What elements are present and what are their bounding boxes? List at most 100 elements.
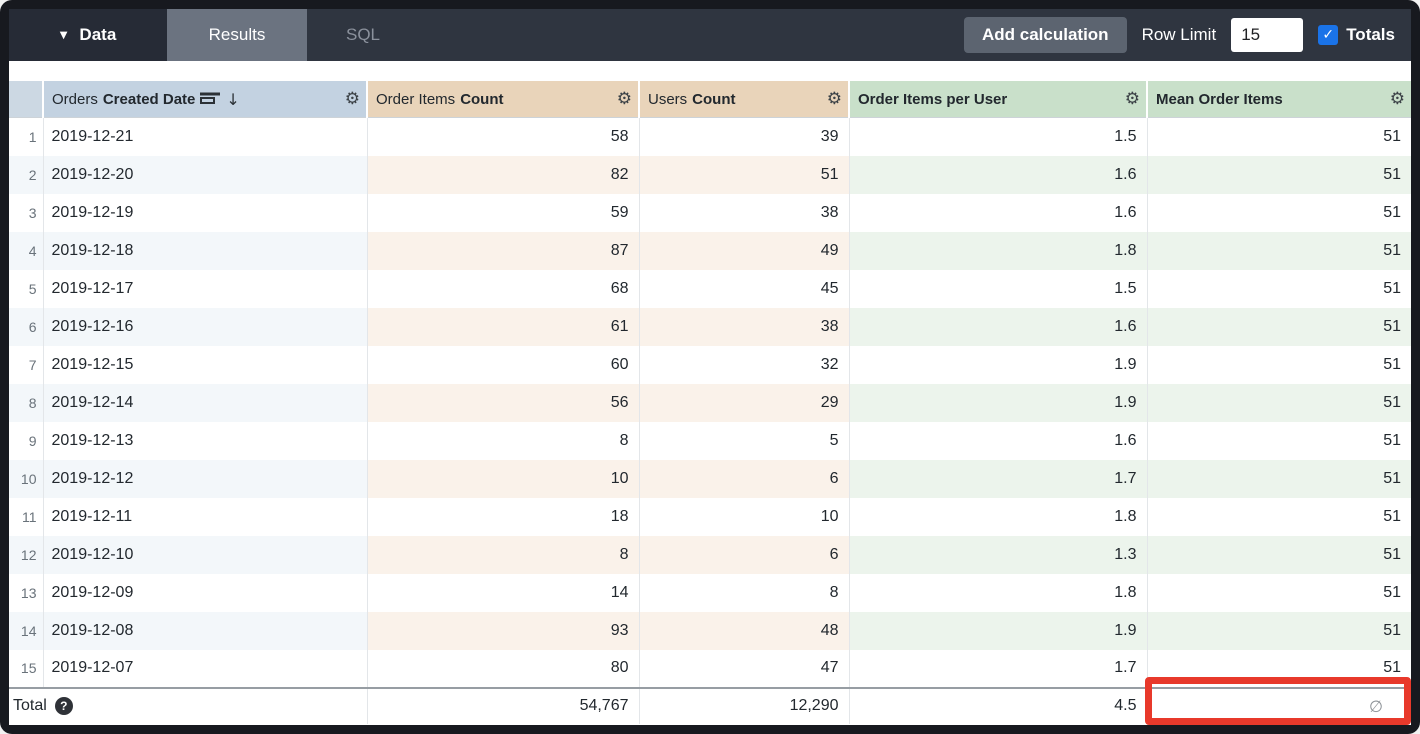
cell-mean-order-items[interactable]: 51 [1383, 659, 1401, 676]
cell-date[interactable]: 2019-12-09 [43, 573, 368, 612]
cell-mean-order-items[interactable]: 51 [1383, 431, 1401, 449]
cell-order-items-per-user[interactable]: 1.8 [849, 573, 1148, 612]
table-row: 7 2019-12-15 60 32 1.9 51 [9, 345, 1411, 384]
column-header-mean-order-items[interactable]: Mean Order Items ⚙ [1147, 81, 1411, 118]
cell-mean-order-items[interactable]: 51 [1147, 155, 1411, 194]
gear-icon[interactable]: ⚙ [616, 88, 632, 109]
cell-date[interactable]: 2019-12-17 [43, 269, 368, 308]
cell-order-items-per-user[interactable]: 1.8 [849, 497, 1148, 536]
cell-order-items-per-user[interactable]: 1.9 [849, 383, 1148, 422]
table-row: 6 2019-12-16 61 38 1.6 51 [9, 307, 1411, 346]
cell-order-items-per-user[interactable]: 1.6 [849, 307, 1148, 346]
cell-date[interactable]: 2019-12-16 [43, 307, 368, 346]
cell-order-items-count[interactable]: 18 [367, 497, 640, 536]
cell-users-count[interactable]: 6 [639, 459, 850, 498]
cell-order-items-count[interactable]: 14 [367, 573, 640, 612]
cell-date[interactable]: 2019-12-15 [43, 345, 368, 384]
cell-date[interactable]: 2019-12-20 [43, 155, 368, 194]
row-limit-input[interactable] [1231, 18, 1304, 52]
cell-mean-order-items[interactable]: 51 [1383, 355, 1401, 373]
cell-users-count[interactable]: 51 [639, 155, 850, 194]
cell-users-count[interactable]: 49 [639, 231, 850, 270]
cell-order-items-per-user[interactable]: 1.6 [849, 421, 1148, 460]
cell-order-items-per-user[interactable]: 1.5 [849, 269, 1148, 308]
cell-order-items-per-user[interactable]: 1.9 [849, 345, 1148, 384]
cell-mean-order-items[interactable]: 51 [1383, 507, 1401, 525]
cell-order-items-count[interactable]: 68 [367, 269, 640, 308]
column-header-order-items-count[interactable]: Order Items Count ⚙ [367, 81, 640, 118]
totals-checkbox[interactable]: ✓ [1318, 25, 1339, 45]
gear-icon[interactable]: ⚙ [1124, 88, 1140, 109]
gear-icon[interactable]: ⚙ [344, 88, 360, 109]
help-icon[interactable]: ? [54, 697, 73, 715]
cell-users-count[interactable]: 45 [639, 269, 850, 308]
cell-users-count[interactable]: 29 [639, 383, 850, 422]
cell-order-items-per-user[interactable]: 1.3 [849, 535, 1148, 574]
cell-users-count[interactable]: 10 [639, 497, 850, 536]
cell-date[interactable]: 2019-12-10 [43, 535, 368, 574]
cell-mean-order-items[interactable]: 51 [1383, 279, 1401, 297]
cell-users-count[interactable]: 32 [639, 345, 850, 384]
cell-order-items-per-user[interactable]: 1.7 [849, 459, 1148, 498]
table-row: 15 2019-12-07 80 47 1.7 51 [9, 649, 1411, 688]
cell-date[interactable]: 2019-12-18 [43, 231, 368, 270]
cell-order-items-count[interactable]: 60 [367, 345, 640, 384]
cell-mean-order-items[interactable]: 51 [1383, 203, 1401, 221]
cell-date[interactable]: 2019-12-07 [43, 649, 368, 688]
add-calculation-button[interactable]: Add calculation [963, 17, 1127, 53]
cell-order-items-per-user[interactable]: 1.9 [849, 611, 1148, 650]
data-section-toggle[interactable]: ▼ Data [9, 9, 167, 61]
cell-order-items-count[interactable]: 82 [367, 155, 640, 194]
row-number: 9 [9, 421, 44, 460]
tab-sql[interactable]: SQL [307, 9, 419, 61]
cell-order-items-per-user[interactable]: 1.6 [849, 193, 1148, 232]
cell-users-count[interactable]: 38 [639, 307, 850, 346]
cell-order-items-count[interactable]: 59 [367, 193, 640, 232]
cell-mean-order-items[interactable]: 51 [1383, 583, 1401, 601]
cell-order-items-count[interactable]: 61 [367, 307, 640, 346]
cell-order-items-count[interactable]: 58 [367, 117, 640, 156]
column-header-users-count[interactable]: Users Count ⚙ [639, 81, 850, 118]
cell-order-items-per-user[interactable]: 1.7 [849, 649, 1148, 688]
cell-order-items-count[interactable]: 80 [367, 649, 640, 688]
cell-date[interactable]: 2019-12-19 [43, 193, 368, 232]
column-header-order-items-per-user[interactable]: Order Items per User ⚙ [849, 81, 1148, 118]
cell-order-items-count[interactable]: 93 [367, 611, 640, 650]
cell-order-items-count[interactable]: 8 [367, 421, 640, 460]
cell-order-items-per-user[interactable]: 1.5 [849, 117, 1148, 156]
cell-order-items-per-user[interactable]: 1.6 [849, 155, 1148, 194]
gear-icon[interactable]: ⚙ [1389, 88, 1405, 109]
cell-users-count[interactable]: 6 [639, 535, 850, 574]
cell-date[interactable]: 2019-12-14 [43, 383, 368, 422]
cell-mean-order-items[interactable]: 51 [1147, 611, 1411, 650]
cell-date[interactable]: 2019-12-11 [43, 497, 368, 536]
cell-order-items-per-user[interactable]: 1.8 [849, 231, 1148, 270]
cell-date[interactable]: 2019-12-13 [43, 421, 368, 460]
cell-mean-order-items[interactable]: 51 [1147, 383, 1411, 422]
tab-results[interactable]: Results [167, 9, 307, 61]
cell-mean-order-items[interactable]: 51 [1147, 535, 1411, 574]
cell-users-count[interactable]: 8 [639, 573, 850, 612]
cell-order-items-count[interactable]: 87 [367, 231, 640, 270]
cell-date[interactable]: 2019-12-21 [43, 117, 368, 156]
gear-icon[interactable]: ⚙ [826, 88, 842, 109]
cell-date[interactable]: 2019-12-12 [43, 459, 368, 498]
cell-date[interactable]: 2019-12-08 [43, 611, 368, 650]
table-body: 1 2019-12-21 58 39 1.5 51 2 2019-12-20 82 51 1.6 51… [9, 117, 1411, 688]
cell-order-items-count[interactable]: 8 [367, 535, 640, 574]
cell-order-items-count[interactable]: 56 [367, 383, 640, 422]
cell-users-count[interactable]: 47 [639, 649, 850, 688]
cell-users-count[interactable]: 48 [639, 611, 850, 650]
cell-mean-order-items[interactable]: 51 [1147, 459, 1411, 498]
total-users-count: 12,290 [639, 686, 850, 724]
cell-users-count[interactable]: 39 [639, 117, 850, 156]
cell-mean-order-items[interactable]: 51 [1147, 307, 1411, 346]
cell-order-items-count[interactable]: 10 [367, 459, 640, 498]
cell-users-count[interactable]: 5 [639, 421, 850, 460]
cell-mean-order-items[interactable]: 51 [1147, 231, 1411, 270]
cell-users-count[interactable]: 38 [639, 193, 850, 232]
row-number: 12 [9, 535, 44, 574]
column-header-orders-created-date[interactable]: Orders Created Date ↓ ⚙ [43, 81, 368, 118]
row-number: 11 [9, 497, 44, 536]
cell-mean-order-items[interactable]: 51 [1383, 127, 1401, 145]
